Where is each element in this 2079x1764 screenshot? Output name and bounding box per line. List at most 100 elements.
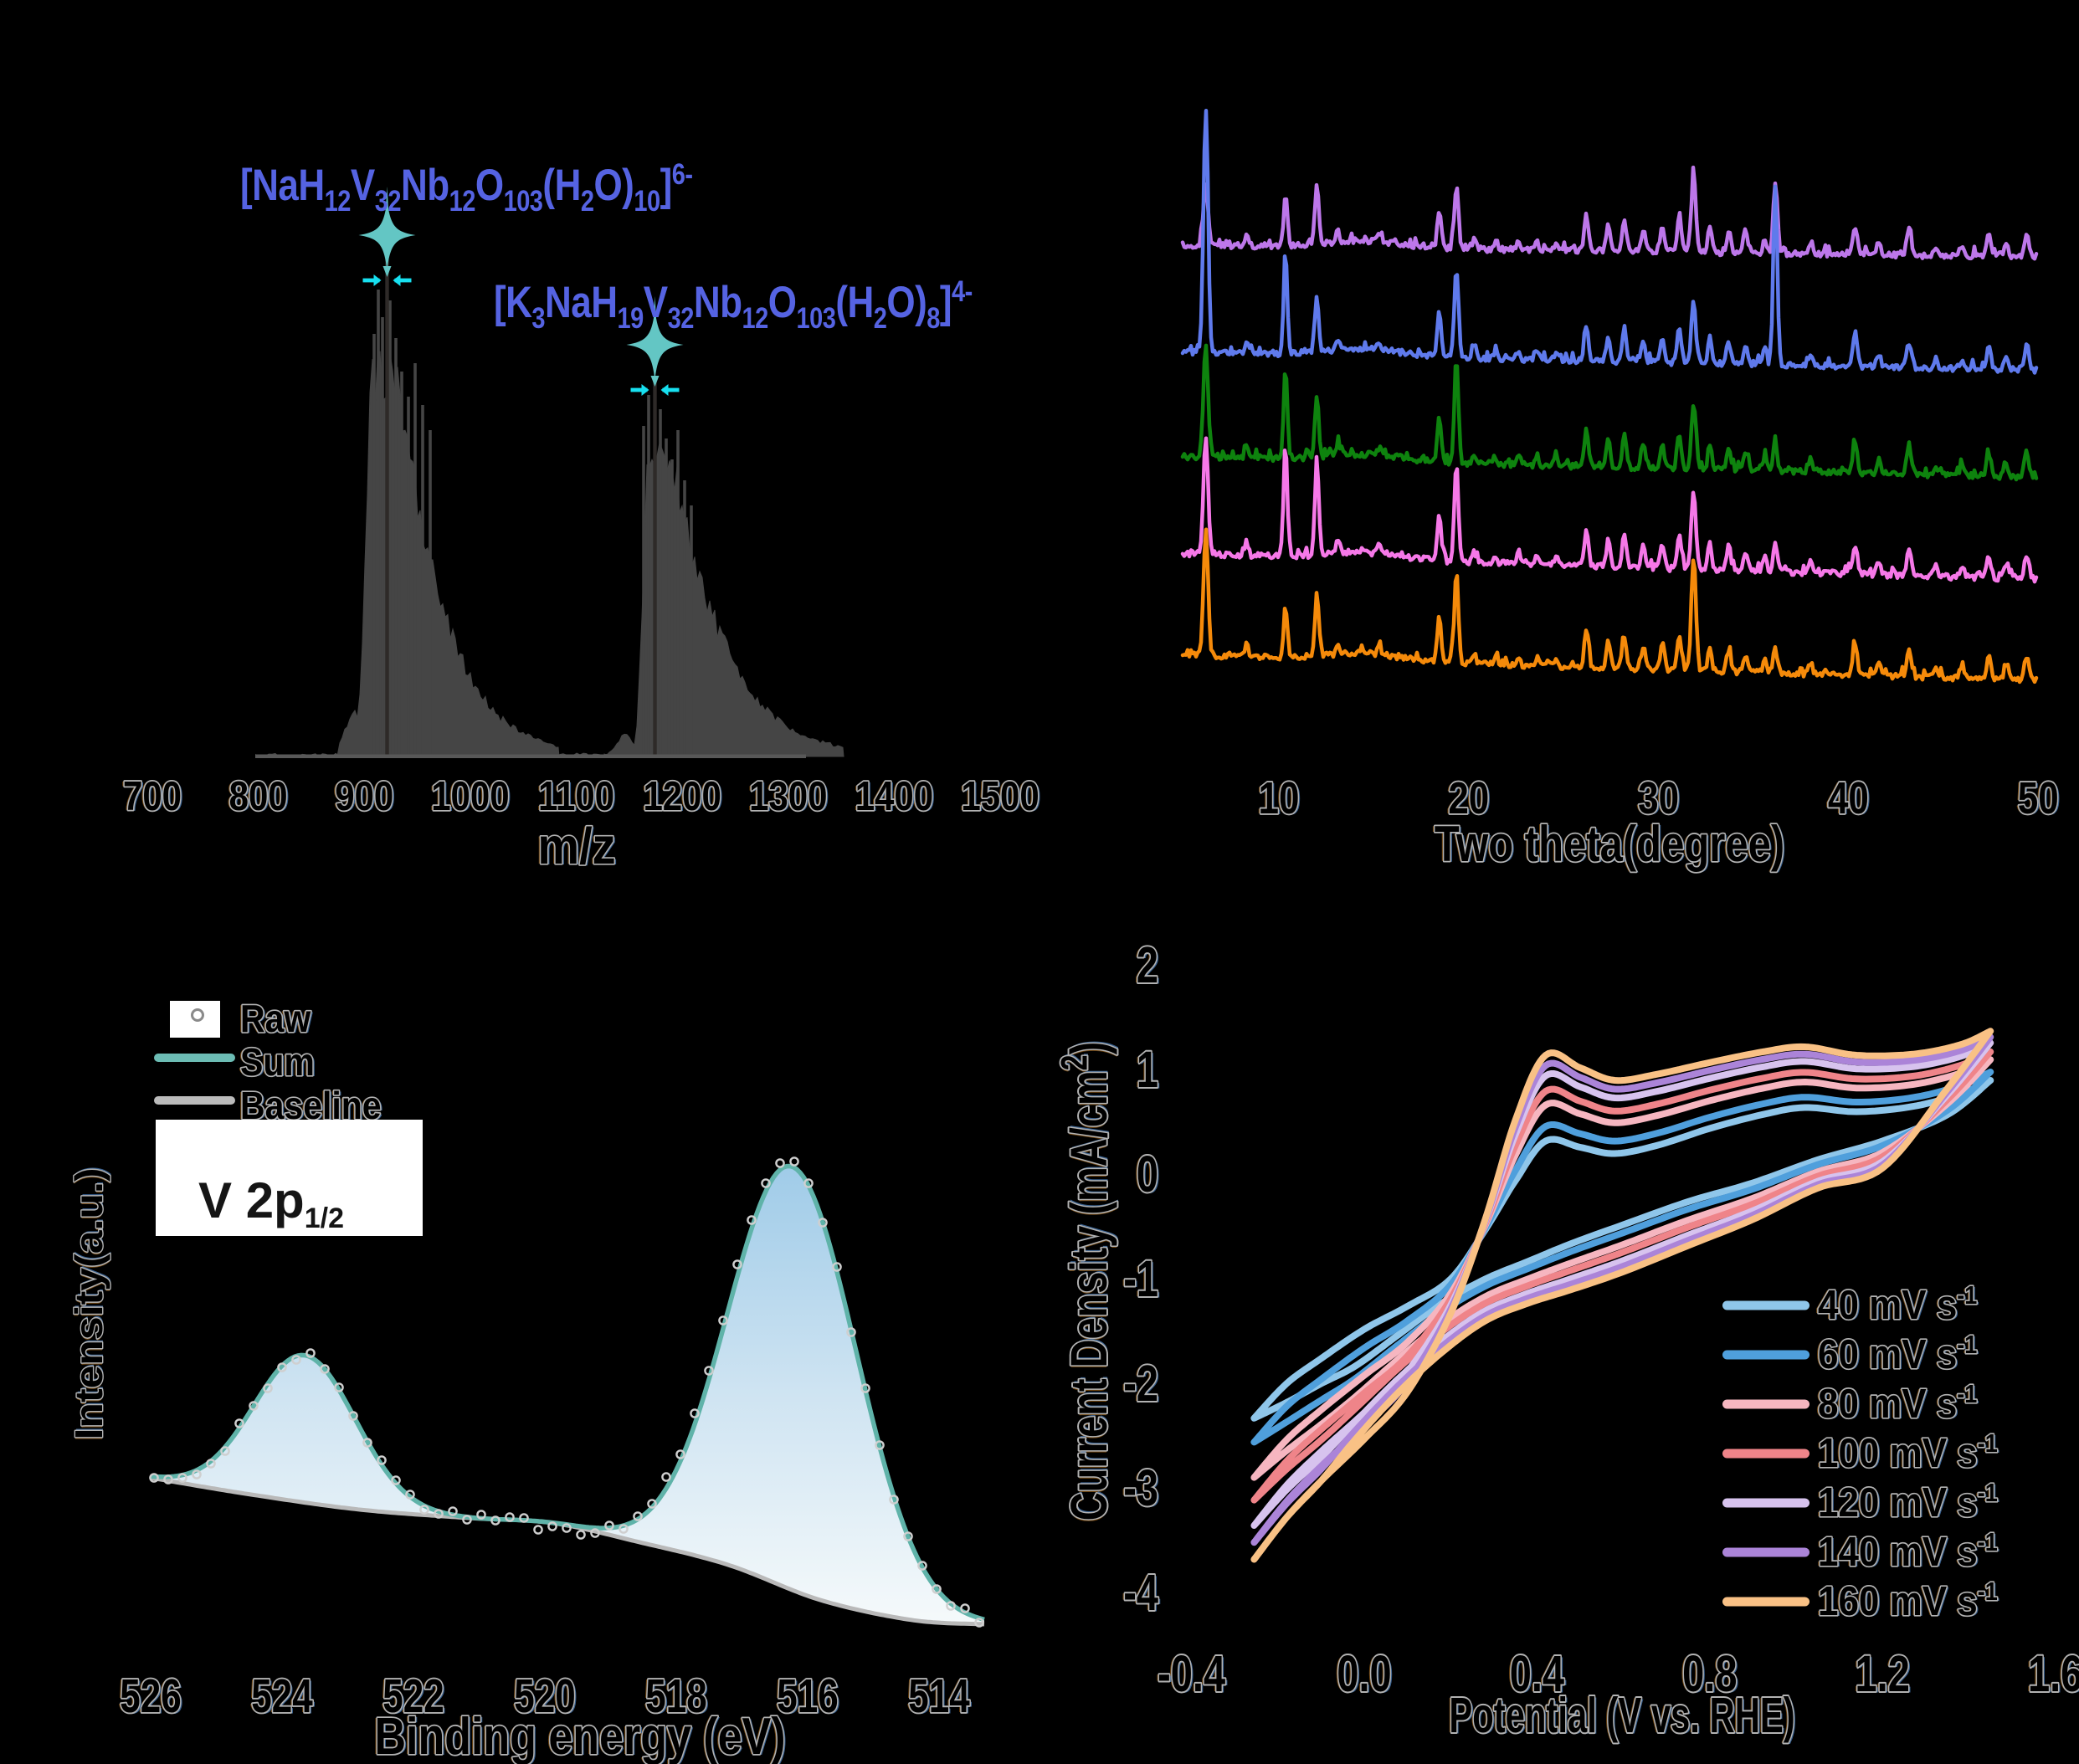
svg-text:1100: 1100 xyxy=(540,773,616,820)
svg-text:0.0: 0.0 xyxy=(1337,1645,1391,1702)
svg-text:800: 800 xyxy=(229,772,288,819)
svg-text:40 mV s-1: 40 mV s-1 xyxy=(1818,1282,1977,1328)
svg-text:Potential (V vs. RHE): Potential (V vs. RHE) xyxy=(1449,1688,1794,1743)
svg-text:[K3NaH19V32Nb12O103(H2O)8]4-: [K3NaH19V32Nb12O103(H2O)8]4- xyxy=(494,274,973,335)
svg-text:50: 50 xyxy=(2015,774,2056,823)
svg-text:524: 524 xyxy=(254,1670,315,1724)
svg-text:1.2: 1.2 xyxy=(1856,1645,1910,1702)
svg-text:100 mV s-1: 100 mV s-1 xyxy=(1818,1430,1998,1476)
svg-text:-2: -2 xyxy=(1126,1356,1161,1413)
svg-text:1100: 1100 xyxy=(538,772,614,819)
svg-text:1400: 1400 xyxy=(857,773,935,820)
svg-text:-4: -4 xyxy=(1123,1564,1158,1621)
svg-text:20: 20 xyxy=(1448,774,1489,823)
svg-text:2: 2 xyxy=(1137,936,1158,993)
svg-text:10: 10 xyxy=(1260,775,1301,824)
svg-text:Current Density (mA/cm2): Current Density (mA/cm2) xyxy=(1055,1039,1119,1519)
svg-text:0.4: 0.4 xyxy=(1512,1646,1567,1703)
svg-text:Binding energy (eV): Binding energy (eV) xyxy=(372,1708,783,1764)
svg-text:20: 20 xyxy=(1446,774,1487,823)
svg-text:100 mV s-1: 100 mV s-1 xyxy=(1820,1431,2000,1477)
svg-text:1200: 1200 xyxy=(643,772,721,819)
svg-text:30: 30 xyxy=(1640,775,1681,824)
svg-text:2: 2 xyxy=(1134,936,1156,993)
svg-text:1300: 1300 xyxy=(752,773,829,820)
svg-text:20: 20 xyxy=(1450,775,1491,824)
svg-text:1.6: 1.6 xyxy=(2030,1646,2079,1703)
svg-text:-0.4: -0.4 xyxy=(1160,1646,1229,1703)
svg-text:120 mV s-1: 120 mV s-1 xyxy=(1816,1479,1996,1526)
svg-text:800: 800 xyxy=(227,772,285,819)
svg-text:Sum: Sum xyxy=(243,1043,317,1085)
svg-text:Two theta(degree): Two theta(degree) xyxy=(1432,815,1782,872)
svg-text:526: 526 xyxy=(118,1669,179,1723)
svg-text:900: 900 xyxy=(337,773,396,820)
svg-text:Raw: Raw xyxy=(243,999,313,1042)
svg-text:0.4: 0.4 xyxy=(1507,1645,1563,1702)
svg-text:1: 1 xyxy=(1134,1041,1156,1098)
svg-text:524: 524 xyxy=(249,1669,311,1723)
svg-text:30: 30 xyxy=(1636,774,1677,823)
svg-text:-1: -1 xyxy=(1126,1251,1161,1308)
svg-text:1.6: 1.6 xyxy=(2025,1645,2079,1702)
svg-text:-4: -4 xyxy=(1122,1564,1157,1621)
svg-text:60 mV s-1: 60 mV s-1 xyxy=(1816,1331,1975,1377)
svg-text:Intensity(a.u.): Intensity(a.u.) xyxy=(69,1166,112,1438)
svg-text:526: 526 xyxy=(122,1670,183,1724)
svg-text:1: 1 xyxy=(1137,1041,1158,1098)
svg-text:800: 800 xyxy=(231,773,290,820)
svg-text:1300: 1300 xyxy=(749,772,827,819)
svg-text:526: 526 xyxy=(120,1669,181,1723)
svg-text:10: 10 xyxy=(1259,774,1300,823)
svg-text:Sum: Sum xyxy=(239,1042,313,1085)
svg-text:60 mV s-1: 60 mV s-1 xyxy=(1818,1331,1977,1377)
svg-text:520: 520 xyxy=(516,1670,578,1724)
svg-text:Two theta(degree): Two theta(degree) xyxy=(1436,816,1786,873)
svg-text:-0.4: -0.4 xyxy=(1156,1645,1224,1702)
svg-text:Intensity(a.u.): Intensity(a.u.) xyxy=(69,1170,111,1442)
svg-text:-3: -3 xyxy=(1123,1459,1158,1516)
svg-text:-0.4: -0.4 xyxy=(1158,1645,1226,1702)
svg-text:1.2: 1.2 xyxy=(1853,1645,1907,1702)
svg-text:120 mV s-1: 120 mV s-1 xyxy=(1818,1479,1998,1526)
svg-text:60 mV s-1: 60 mV s-1 xyxy=(1820,1332,1979,1378)
svg-text:160 mV s-1: 160 mV s-1 xyxy=(1816,1578,1996,1624)
svg-text:518: 518 xyxy=(644,1669,705,1723)
svg-text:1500: 1500 xyxy=(961,772,1039,819)
svg-text:-2: -2 xyxy=(1122,1355,1157,1412)
svg-text:Raw: Raw xyxy=(239,998,309,1041)
svg-text:700: 700 xyxy=(121,772,179,819)
svg-text:Binding energy (eV): Binding energy (eV) xyxy=(377,1709,788,1764)
svg-text:Current Density (mA/cm2): Current Density (mA/cm2) xyxy=(1054,1042,1117,1521)
svg-text:1200: 1200 xyxy=(641,772,719,819)
svg-text:1.2: 1.2 xyxy=(1857,1646,1912,1703)
svg-text:120 mV s-1: 120 mV s-1 xyxy=(1820,1480,2000,1526)
svg-text:1200: 1200 xyxy=(645,773,723,820)
svg-text:160 mV s-1: 160 mV s-1 xyxy=(1818,1578,1998,1624)
svg-text:50: 50 xyxy=(2020,775,2061,824)
svg-text:10: 10 xyxy=(1256,774,1297,823)
svg-text:520: 520 xyxy=(514,1669,575,1723)
svg-text:Raw: Raw xyxy=(240,998,311,1041)
svg-text:1300: 1300 xyxy=(747,772,825,819)
svg-text:0: 0 xyxy=(1134,1146,1156,1202)
svg-text:Binding energy (eV): Binding energy (eV) xyxy=(374,1708,785,1764)
svg-text:Potential (V vs. RHE): Potential (V vs. RHE) xyxy=(1447,1688,1793,1743)
svg-text:80 mV s-1: 80 mV s-1 xyxy=(1818,1381,1977,1427)
svg-text:140 mV s-1: 140 mV s-1 xyxy=(1820,1530,2000,1576)
svg-text:30: 30 xyxy=(1638,774,1679,823)
svg-text:40 mV s-1: 40 mV s-1 xyxy=(1820,1283,1979,1329)
svg-text:0.4: 0.4 xyxy=(1510,1645,1565,1702)
svg-text:1.6: 1.6 xyxy=(2028,1645,2079,1702)
svg-text:-3: -3 xyxy=(1122,1459,1157,1516)
svg-text:514: 514 xyxy=(911,1670,972,1724)
svg-text:0: 0 xyxy=(1138,1146,1160,1203)
svg-text:[NaH12V32Nb12O103(H2O)10]6-: [NaH12V32Nb12O103(H2O)10]6- xyxy=(240,157,693,218)
svg-text:m/z: m/z xyxy=(536,818,613,875)
svg-text:520: 520 xyxy=(512,1669,573,1723)
svg-text:516: 516 xyxy=(777,1669,838,1723)
svg-text:Potential (V vs. RHE): Potential (V vs. RHE) xyxy=(1451,1689,1797,1744)
svg-text:524: 524 xyxy=(251,1669,312,1723)
svg-text:m/z: m/z xyxy=(540,819,618,876)
svg-text:522: 522 xyxy=(382,1669,444,1723)
